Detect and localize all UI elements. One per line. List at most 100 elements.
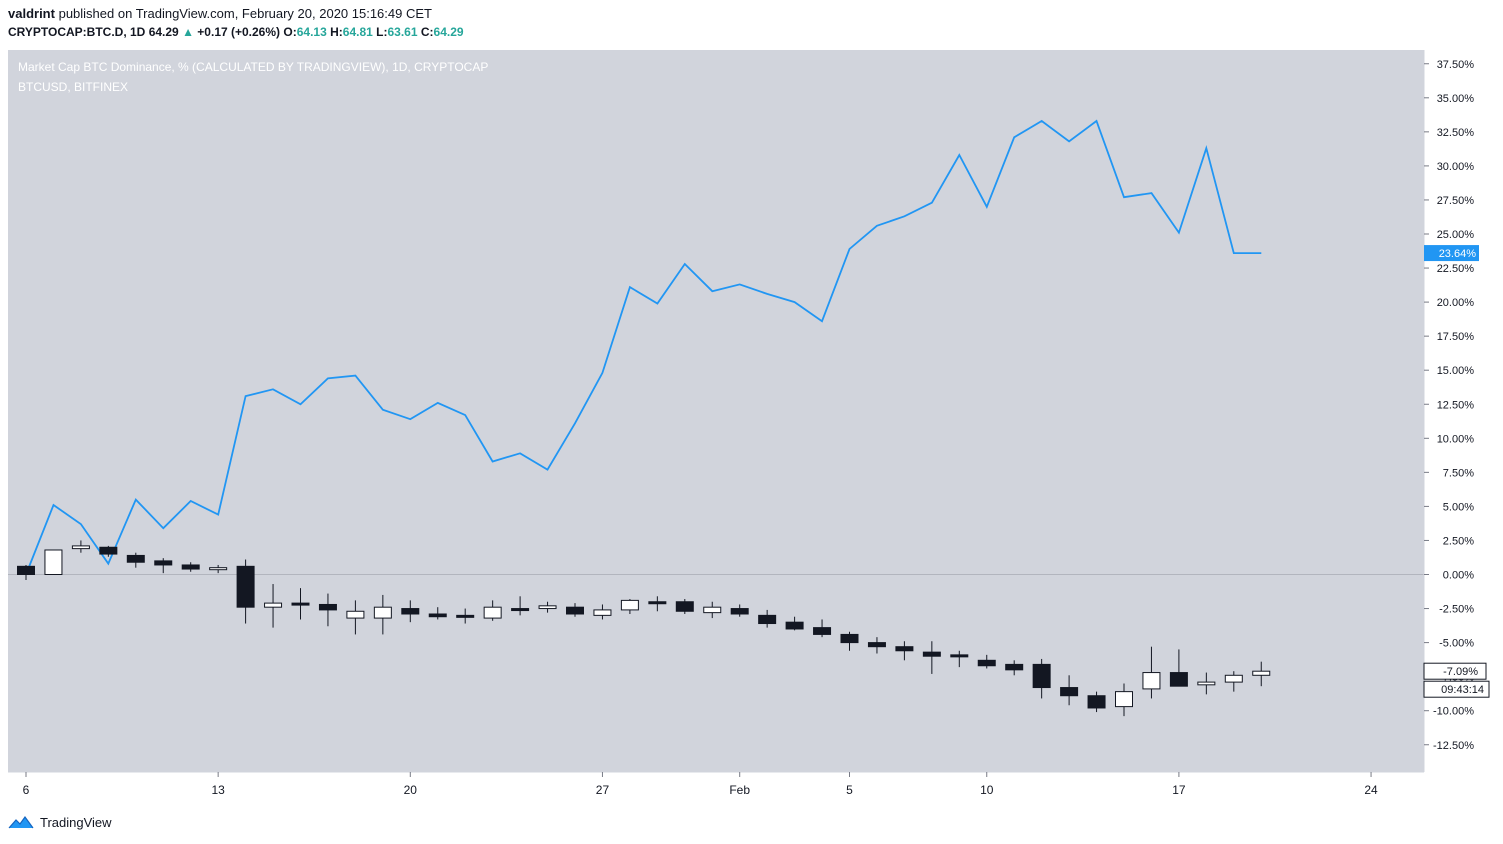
- candle: [154, 558, 173, 574]
- price-change: +0.17 (+0.26%): [197, 25, 281, 39]
- candle-body: [538, 605, 557, 610]
- candle: [785, 616, 804, 631]
- candle: [346, 600, 365, 635]
- price-axis-label: -10.00%: [1433, 706, 1474, 718]
- close-label: C:: [420, 25, 434, 39]
- line-last-value-text: 23.64%: [1439, 248, 1477, 260]
- candle: [71, 540, 90, 553]
- candle: [1142, 646, 1161, 699]
- candle-body: [1115, 691, 1133, 708]
- candle: [730, 604, 749, 617]
- footer-brand-label: TradingView: [40, 814, 112, 830]
- candle: [17, 564, 35, 580]
- candle: [264, 584, 283, 628]
- price-axis-label: 17.50%: [1437, 331, 1475, 343]
- time-axis-label: 20: [404, 783, 418, 797]
- line-last-value-badge: [1424, 245, 1479, 262]
- candle: [99, 545, 118, 557]
- time-axis-label: 13: [211, 783, 225, 797]
- chart-pane[interactable]: [8, 50, 1424, 772]
- candle: [1115, 683, 1133, 717]
- time-axis-label: 24: [1364, 783, 1378, 797]
- candle: [950, 650, 969, 668]
- time-axis-label: 5: [846, 783, 853, 797]
- candles-group: [17, 540, 1271, 717]
- candle-body: [44, 549, 63, 576]
- candle: [511, 596, 530, 616]
- candle: [566, 603, 584, 617]
- candle: [538, 601, 557, 613]
- candle-body: [1142, 672, 1161, 690]
- price-axis-label: 37.50%: [1437, 59, 1475, 71]
- candle-body: [593, 609, 612, 616]
- time-axis-label: 27: [596, 783, 610, 797]
- price-axis-label: 15.00%: [1437, 365, 1475, 377]
- candle-body: [456, 614, 475, 618]
- price-axis-label: -2.50%: [1439, 604, 1474, 616]
- candle-body: [181, 564, 200, 570]
- countdown-text: 09:43:14: [1441, 684, 1484, 696]
- high-label: H:: [330, 25, 343, 39]
- candle-body: [977, 659, 996, 667]
- price-axis-label: 7.50%: [1443, 467, 1474, 479]
- candle-body: [813, 627, 832, 635]
- candle-body: [703, 606, 722, 614]
- price-axis-label: 25.00%: [1437, 229, 1475, 241]
- candle: [1005, 660, 1024, 676]
- countdown-badge: [1423, 680, 1490, 698]
- candle-body: [209, 567, 228, 571]
- symbol-bar: CRYPTOCAP:BTC.D, 1D 64.29 ▲ +0.17 (+0.26…: [8, 25, 464, 39]
- price-axis-label: 5.00%: [1443, 501, 1474, 513]
- candle: [1252, 661, 1271, 687]
- candle: [483, 600, 502, 621]
- candle-body: [950, 654, 969, 658]
- candle-body: [373, 606, 392, 619]
- candle-body: [922, 651, 941, 657]
- btcusd-series-line: [25, 119, 1262, 575]
- candle-body: [840, 633, 859, 644]
- candle-body: [1197, 681, 1216, 686]
- candle: [1032, 658, 1051, 699]
- main-series-legend[interactable]: Market Cap BTC Dominance, % (CALCULATED …: [18, 60, 489, 74]
- candle: [895, 641, 914, 661]
- candle-body: [99, 546, 118, 555]
- open-value: 64.13: [296, 25, 327, 39]
- time-axis-group: 6 13 20 27 Feb 5 10 17 24: [8, 771, 1424, 797]
- candle-body: [154, 560, 173, 566]
- candle-body: [730, 608, 749, 615]
- tradingview-logo-icon: [8, 815, 34, 829]
- candle-body: [71, 545, 90, 550]
- candle: [318, 593, 337, 627]
- candle: [758, 609, 777, 628]
- candle-body: [236, 565, 255, 608]
- price-axis-label: 2.50%: [1443, 535, 1474, 547]
- candle-body: [1224, 674, 1243, 683]
- candle-body: [264, 602, 283, 608]
- low-label: L:: [376, 25, 388, 39]
- footer-brand[interactable]: TradingView: [8, 814, 112, 830]
- candle: [703, 601, 722, 619]
- candle: [922, 641, 941, 674]
- candle-body: [428, 613, 447, 618]
- candle: [181, 562, 200, 572]
- candle: [813, 619, 832, 638]
- candle-body: [867, 642, 886, 648]
- price-axis-label: 0.00%: [1443, 570, 1474, 582]
- up-arrow-icon: ▲: [182, 25, 194, 39]
- overlay-series-legend[interactable]: BTCUSD, BITFINEX: [18, 80, 129, 94]
- candle: [1197, 672, 1216, 695]
- candle: [648, 596, 667, 612]
- high-value: 64.81: [342, 25, 373, 39]
- candle-body: [1087, 695, 1106, 709]
- candle-body: [648, 601, 667, 605]
- candle: [236, 559, 255, 624]
- candle-body: [1060, 687, 1079, 697]
- candle-body: [318, 603, 337, 611]
- published-text: published on TradingView.com, February 2…: [58, 6, 432, 21]
- candle-body: [785, 621, 804, 630]
- candle-last-value-badge: [1423, 662, 1487, 680]
- low-value: 63.61: [387, 25, 418, 39]
- author-name[interactable]: valdrint: [8, 6, 55, 21]
- candle: [401, 600, 420, 623]
- candle-body: [511, 608, 530, 612]
